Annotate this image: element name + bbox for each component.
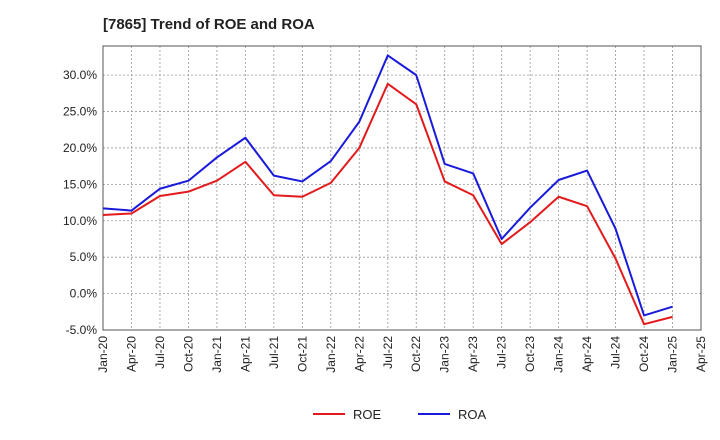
x-tick-label: Apr-22 xyxy=(352,336,366,372)
x-tick-label: Apr-25 xyxy=(694,336,708,372)
gridlines xyxy=(103,46,701,331)
y-tick-label: 15.0% xyxy=(63,177,97,191)
y-tick-label: 0.0% xyxy=(70,287,98,301)
x-tick-label: Apr-24 xyxy=(580,336,594,372)
plot-border xyxy=(102,45,702,331)
x-tick-label: Jan-25 xyxy=(666,336,680,373)
series-line-roe xyxy=(102,82,673,326)
x-tick-label: Apr-21 xyxy=(238,336,252,372)
y-tick-label: -5.0% xyxy=(66,323,98,337)
chart-title: [7865] Trend of ROE and ROA xyxy=(103,16,315,33)
y-tick-label: 5.0% xyxy=(70,250,98,264)
plot-area xyxy=(103,46,701,330)
x-tick-label: Jul-22 xyxy=(381,336,395,369)
series-lines xyxy=(102,54,673,326)
legend: ROE ROA xyxy=(313,407,487,422)
x-tick-label: Jan-24 xyxy=(552,336,566,373)
x-tick-label: Jan-23 xyxy=(438,336,452,373)
y-tick-label: 10.0% xyxy=(63,214,97,228)
legend-label-roe: ROE xyxy=(353,407,382,422)
x-tick-label: Apr-23 xyxy=(466,336,480,372)
x-tick-label: Oct-20 xyxy=(181,336,195,372)
x-tick-label: Oct-23 xyxy=(523,336,537,372)
x-tick-label: Apr-20 xyxy=(124,336,138,372)
series-line-roa xyxy=(102,54,673,317)
x-tick-label: Oct-22 xyxy=(409,336,423,372)
x-tick-label: Jul-24 xyxy=(609,336,623,369)
y-tick-label: 25.0% xyxy=(63,105,97,119)
x-tick-label: Jan-21 xyxy=(210,336,224,373)
y-tick-label: 20.0% xyxy=(63,141,97,155)
x-tick-label: Jul-21 xyxy=(267,336,281,369)
x-tick-label: Jul-23 xyxy=(495,336,509,369)
x-tick-label: Oct-24 xyxy=(637,336,651,372)
x-tick-label: Jul-20 xyxy=(153,336,167,369)
axes: Jan-20 Apr-20 Jul-20 Oct-20 Jan-21 Apr-21 Jul-… xyxy=(63,45,708,373)
x-tick-label: Oct-21 xyxy=(295,336,309,372)
legend-label-roa: ROA xyxy=(458,407,487,422)
x-tick-label: Jan-20 xyxy=(96,336,110,373)
y-tick-label: 30.0% xyxy=(63,68,97,82)
x-tick-label: Jan-22 xyxy=(324,336,338,373)
